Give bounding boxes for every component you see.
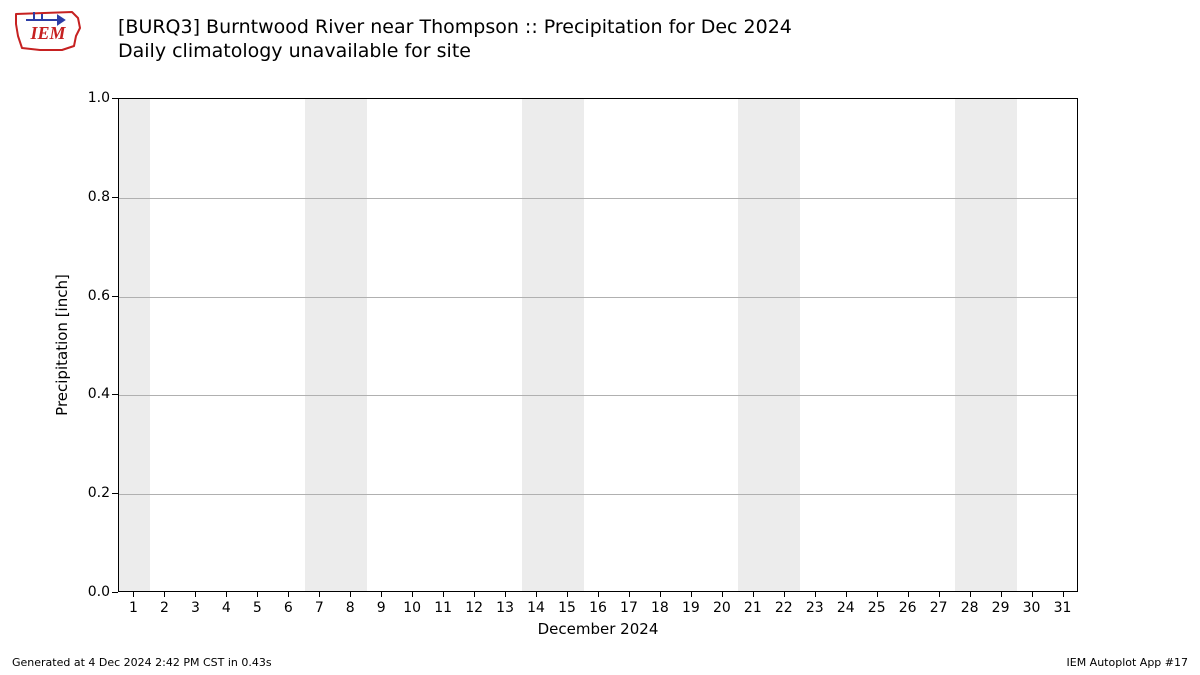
y-tick	[112, 592, 118, 593]
x-tick-label: 6	[284, 600, 293, 616]
x-tick-label: 12	[465, 600, 483, 616]
x-tick-label: 18	[651, 600, 669, 616]
x-tick	[257, 592, 258, 597]
x-tick	[195, 592, 196, 597]
footer-app-text: IEM Autoplot App #17	[1067, 656, 1189, 669]
x-tick-label: 2	[160, 600, 169, 616]
x-tick	[164, 592, 165, 597]
x-tick-label: 4	[222, 600, 231, 616]
gridline	[119, 494, 1077, 495]
x-tick	[288, 592, 289, 597]
x-tick-label: 19	[682, 600, 700, 616]
title-line-2: Daily climatology unavailable for site	[118, 40, 792, 64]
x-tick-label: 28	[961, 600, 979, 616]
y-tick-label: 0.0	[84, 584, 110, 600]
x-tick	[970, 592, 971, 597]
x-tick	[381, 592, 382, 597]
x-tick	[722, 592, 723, 597]
x-tick-label: 8	[346, 600, 355, 616]
x-tick	[939, 592, 940, 597]
x-tick-label: 11	[434, 600, 452, 616]
x-tick-label: 24	[837, 600, 855, 616]
gridline	[119, 297, 1077, 298]
x-tick-label: 16	[589, 600, 607, 616]
weekend-band	[553, 99, 584, 591]
weekend-band	[119, 99, 150, 591]
x-tick	[877, 592, 878, 597]
gridline	[119, 198, 1077, 199]
x-tick	[567, 592, 568, 597]
x-tick-label: 3	[191, 600, 200, 616]
x-tick-label: 10	[403, 600, 421, 616]
x-tick	[784, 592, 785, 597]
x-tick-label: 25	[868, 600, 886, 616]
x-tick-label: 31	[1054, 600, 1072, 616]
x-tick-label: 22	[775, 600, 793, 616]
x-tick	[846, 592, 847, 597]
x-tick-label: 13	[496, 600, 514, 616]
chart-plot-area	[118, 98, 1078, 592]
y-tick	[112, 98, 118, 99]
x-tick	[1063, 592, 1064, 597]
weekend-band	[769, 99, 800, 591]
y-tick-label: 0.4	[84, 386, 110, 402]
title-line-1: [BURQ3] Burntwood River near Thompson ::…	[118, 16, 792, 40]
y-tick-label: 0.2	[84, 485, 110, 501]
y-tick	[112, 493, 118, 494]
x-tick-label: 15	[558, 600, 576, 616]
y-tick	[112, 296, 118, 297]
x-tick-label: 21	[744, 600, 762, 616]
logo-text: IEM	[29, 23, 66, 43]
page-root: IEM [BURQ3] Burntwood River near Thompso…	[0, 0, 1200, 675]
x-tick-label: 30	[1023, 600, 1041, 616]
y-tick-label: 0.8	[84, 189, 110, 205]
x-tick	[474, 592, 475, 597]
y-tick-label: 0.6	[84, 288, 110, 304]
x-tick-label: 29	[992, 600, 1010, 616]
x-tick-label: 7	[315, 600, 324, 616]
x-tick	[350, 592, 351, 597]
chart-title: [BURQ3] Burntwood River near Thompson ::…	[118, 16, 792, 64]
x-tick-label: 9	[377, 600, 386, 616]
x-tick	[815, 592, 816, 597]
y-axis-label: Precipitation [inch]	[53, 274, 71, 416]
x-tick	[629, 592, 630, 597]
x-tick	[412, 592, 413, 597]
x-tick-label: 27	[930, 600, 948, 616]
x-tick	[753, 592, 754, 597]
weekend-band	[986, 99, 1017, 591]
x-tick-label: 20	[713, 600, 731, 616]
x-tick-label: 1	[129, 600, 138, 616]
x-axis-label: December 2024	[538, 620, 659, 638]
x-tick-label: 26	[899, 600, 917, 616]
weekend-band	[522, 99, 553, 591]
weekend-band	[305, 99, 336, 591]
x-tick	[691, 592, 692, 597]
gridline	[119, 395, 1077, 396]
x-tick	[505, 592, 506, 597]
x-tick	[133, 592, 134, 597]
x-tick	[908, 592, 909, 597]
x-tick	[319, 592, 320, 597]
footer-generated-text: Generated at 4 Dec 2024 2:42 PM CST in 0…	[12, 656, 272, 669]
weekend-band	[738, 99, 769, 591]
chart-axes	[118, 98, 1078, 592]
weekend-band	[955, 99, 986, 591]
weekend-band	[336, 99, 367, 591]
y-tick	[112, 197, 118, 198]
iem-logo: IEM	[12, 6, 84, 54]
x-tick	[598, 592, 599, 597]
x-tick	[660, 592, 661, 597]
x-tick	[226, 592, 227, 597]
y-tick-label: 1.0	[84, 90, 110, 106]
x-tick	[536, 592, 537, 597]
x-tick	[1001, 592, 1002, 597]
x-tick	[443, 592, 444, 597]
x-tick-label: 17	[620, 600, 638, 616]
y-tick	[112, 394, 118, 395]
x-tick	[1032, 592, 1033, 597]
x-tick-label: 14	[527, 600, 545, 616]
x-tick-label: 23	[806, 600, 824, 616]
x-tick-label: 5	[253, 600, 262, 616]
